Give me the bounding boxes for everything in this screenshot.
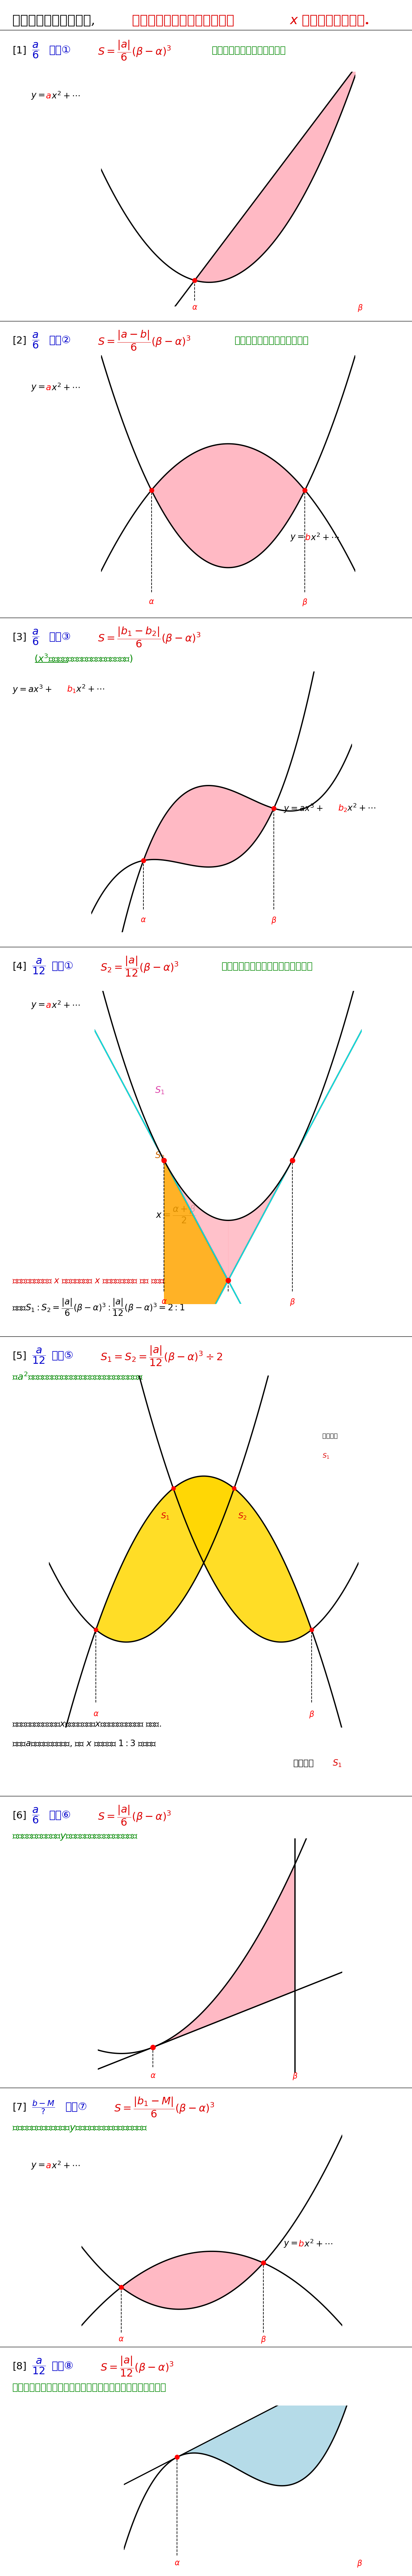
Text: [1]: [1] (12, 46, 26, 54)
Text: これらの部分の面積は,: これらの部分の面積は, (12, 15, 99, 26)
Text: $y = $: $y = $ (31, 93, 45, 100)
Text: $S_2 = \dfrac{|a|}{12}(\beta - \alpha)^3$: $S_2 = \dfrac{|a|}{12}(\beta - \alpha)^3… (101, 956, 179, 979)
Text: $b_1$: $b_1$ (67, 685, 76, 693)
Text: $x^2 + \cdots$: $x^2 + \cdots$ (52, 384, 80, 392)
Text: また，$a$の係数が上と違うと, 図の $x$ 座標の比が $1:3$ になる。: また，$a$の係数が上と違うと, 図の $x$ 座標の比が $1:3$ になる。 (12, 1739, 156, 1749)
Text: $\dfrac{a}{12}$: $\dfrac{a}{12}$ (32, 958, 46, 976)
Text: 最高次の係数と交点・接点の: 最高次の係数と交点・接点の (132, 15, 239, 26)
Text: $y = $: $y = $ (31, 2161, 45, 2169)
Text: $y = $: $y = $ (31, 384, 45, 392)
Text: $\beta$: $\beta$ (358, 304, 363, 312)
Text: $a$: $a$ (46, 2161, 51, 2169)
Text: $S_1$: $S_1$ (155, 1084, 165, 1095)
Text: [8]: [8] (12, 2362, 26, 2370)
Text: $\dfrac{b-M}{?}$: $\dfrac{b-M}{?}$ (32, 2099, 55, 2115)
Text: $S = \dfrac{|a-b|}{6}(\beta - \alpha)^3$: $S = \dfrac{|a-b|}{6}(\beta - \alpha)^3$ (98, 330, 191, 353)
Text: $\alpha$: $\alpha$ (174, 2558, 180, 2566)
Text: [3]: [3] (12, 634, 26, 641)
Text: [6]: [6] (12, 1811, 26, 1821)
Text: $x^2 + \cdots$: $x^2 + \cdots$ (76, 685, 105, 693)
Text: $\alpha$: $\alpha$ (150, 2071, 156, 2079)
Text: $S_1 = S_2 = \dfrac{|a|}{12}(\beta-\alpha)^3 \div 2$: $S_1 = S_2 = \dfrac{|a|}{12}(\beta-\alph… (101, 1345, 222, 1368)
Text: ($x^3$の係数が同じ２つの３次関数間の面積): ($x^3$の係数が同じ２つの３次関数間の面積) (34, 654, 133, 665)
Text: $\beta$: $\beta$ (302, 598, 308, 608)
Text: $y = ax^3 + $: $y = ax^3 + $ (283, 804, 323, 814)
Text: $y = $: $y = $ (31, 1002, 45, 1010)
Text: 公式②: 公式② (49, 335, 71, 345)
Text: $b$: $b$ (305, 533, 311, 541)
Text: [5]: [5] (12, 1352, 26, 1360)
Text: 公式①: 公式① (52, 961, 73, 971)
Text: $\alpha$: $\alpha$ (192, 304, 197, 312)
Text: $S_1$: $S_1$ (332, 1759, 342, 1767)
Text: $\beta$: $\beta$ (309, 1710, 314, 1718)
Text: [4]: [4] (12, 961, 26, 971)
Text: $S_1$: $S_1$ (161, 1512, 169, 1520)
Text: [7]: [7] (12, 2102, 26, 2112)
Text: ここでは: ここでは (293, 1759, 314, 1767)
Text: 公式③: 公式③ (49, 631, 71, 641)
Text: $S = \dfrac{|a|}{6}(\beta - \alpha)^3$: $S = \dfrac{|a|}{6}(\beta - \alpha)^3$ (98, 39, 171, 62)
Text: $S_2$: $S_2$ (155, 1151, 165, 1159)
Text: 座標だけで求まる.: 座標だけで求まる. (297, 15, 369, 26)
Text: $\beta$: $\beta$ (271, 917, 276, 925)
Text: $\beta$: $\beta$ (292, 2071, 297, 2081)
Text: $\dfrac{a}{12}$: $\dfrac{a}{12}$ (32, 2357, 46, 2375)
Text: $y = $: $y = $ (290, 533, 304, 541)
Text: $\beta$: $\beta$ (357, 2558, 362, 2568)
Text: $\dfrac{a}{6}$: $\dfrac{a}{6}$ (32, 41, 39, 59)
Text: $x^2 + \cdots$: $x^2 + \cdots$ (304, 2239, 332, 2249)
Text: $y = ax^3 + $: $y = ax^3 + $ (12, 683, 52, 696)
Text: $x^2 + \cdots$: $x^2 + \cdots$ (52, 2161, 80, 2172)
Text: 公式①: 公式① (49, 46, 71, 57)
Text: （$a^2$の係数が同じ３つの２次関数とその連絡接線の面積）: （$a^2$の係数が同じ３つの２次関数とその連絡接線の面積） (12, 1373, 143, 1383)
Text: $S_1$: $S_1$ (323, 1453, 330, 1461)
Text: ２つの接線の交点の $x$ 座標が，接点の $x$ 座標の中点になる こと も重要.: ２つの接線の交点の $x$ 座標が，接点の $x$ 座標の中点になる こと も重… (12, 1278, 166, 1285)
Text: $x^2 + \cdots$: $x^2 + \cdots$ (52, 1002, 80, 1010)
Text: $x = \dfrac{\alpha+\beta}{2}$: $x = \dfrac{\alpha+\beta}{2}$ (156, 1203, 196, 1224)
Text: $x^2 + \cdots$: $x^2 + \cdots$ (311, 533, 339, 544)
Text: （３次関数とその接線間の面積）　（１本でこうなる公式）: （３次関数とその接線間の面積） （１本でこうなる公式） (12, 2383, 166, 2393)
Text: $S = \dfrac{|a|}{6}(\beta - \alpha)^3$: $S = \dfrac{|a|}{6}(\beta - \alpha)^3$ (98, 1803, 171, 1826)
Text: $x^2 + \cdots$: $x^2 + \cdots$ (347, 804, 376, 814)
Text: $a$: $a$ (46, 1002, 51, 1010)
Text: $x^2 + \cdots$: $x^2 + \cdots$ (52, 93, 80, 100)
Text: $\dfrac{a}{6}$: $\dfrac{a}{6}$ (32, 1806, 39, 1824)
Text: $\alpha$: $\alpha$ (93, 1710, 99, 1718)
Text: $S = \dfrac{|b_1-b_2|}{6}(\beta - \alpha)^3$: $S = \dfrac{|b_1-b_2|}{6}(\beta - \alpha… (98, 626, 201, 649)
Text: （２次関数と直線間の面積）: （２次関数と直線間の面積） (212, 46, 286, 54)
Text: $\dfrac{a}{12}$: $\dfrac{a}{12}$ (32, 1347, 46, 1365)
Text: （２次関数と２つの接線間の面積）: （２次関数と２つの接線間の面積） (222, 961, 313, 971)
Text: [2]: [2] (12, 335, 26, 345)
Text: $b_2$: $b_2$ (338, 804, 347, 814)
Text: 公式⑦: 公式⑦ (65, 2102, 87, 2112)
Text: $b$: $b$ (298, 2241, 304, 2249)
Text: $S = \dfrac{|a|}{12}(\beta - \alpha)^3$: $S = \dfrac{|a|}{12}(\beta - \alpha)^3$ (101, 2354, 174, 2378)
Text: また　$S_1 : S_2 = \dfrac{|a|}{6}(\beta-\alpha)^3 : \dfrac{|a|}{12}(\beta-\alpha)^3: また $S_1 : S_2 = \dfrac{|a|}{6}(\beta-\al… (12, 1298, 185, 1316)
Text: $x$: $x$ (290, 13, 298, 28)
Text: $\dfrac{a}{6}$: $\dfrac{a}{6}$ (32, 629, 39, 647)
Text: $\alpha$: $\alpha$ (118, 2336, 124, 2344)
Text: $\alpha$: $\alpha$ (161, 1298, 167, 1306)
Text: $S_2$: $S_2$ (238, 1512, 247, 1520)
Text: 公式⑥: 公式⑥ (49, 1811, 71, 1821)
Text: ここでは: ここでは (323, 1432, 338, 1440)
Text: 公式⑧: 公式⑧ (52, 2362, 73, 2372)
Text: （２次関数とその接線$y$軸に平行な直線で囲まれた面積）: （２次関数とその接線$y$軸に平行な直線で囲まれた面積） (12, 1832, 138, 1842)
Text: $\alpha$: $\alpha$ (140, 917, 146, 925)
Text: $\beta$: $\beta$ (290, 1298, 295, 1306)
Text: （２つの２次関数間の面積）: （２つの２次関数間の面積） (235, 335, 309, 345)
Text: $\alpha$: $\alpha$ (149, 598, 154, 605)
Text: （２つの異なる２次関数と$y$軸に平行な直線で囲まれた面積）: （２つの異なる２次関数と$y$軸に平行な直線で囲まれた面積） (12, 2123, 147, 2133)
Text: $a$: $a$ (46, 93, 51, 100)
Text: $S = \dfrac{|b_1-M|}{6}(\beta - \alpha)^3$: $S = \dfrac{|b_1-M|}{6}(\beta - \alpha)^… (114, 2097, 215, 2117)
Text: $a$: $a$ (46, 384, 51, 392)
Text: $\beta$: $\beta$ (261, 2336, 266, 2344)
Text: $\dfrac{a}{6}$: $\dfrac{a}{6}$ (32, 332, 39, 350)
Text: ２つの２次関数の交点の$x$座標が，接点の$x$座標の中点になること も重要.: ２つの２次関数の交点の$x$座標が，接点の$x$座標の中点になること も重要. (12, 1721, 161, 1728)
Text: $y = $: $y = $ (283, 2241, 297, 2249)
Text: 公式⑤: 公式⑤ (52, 1350, 73, 1360)
